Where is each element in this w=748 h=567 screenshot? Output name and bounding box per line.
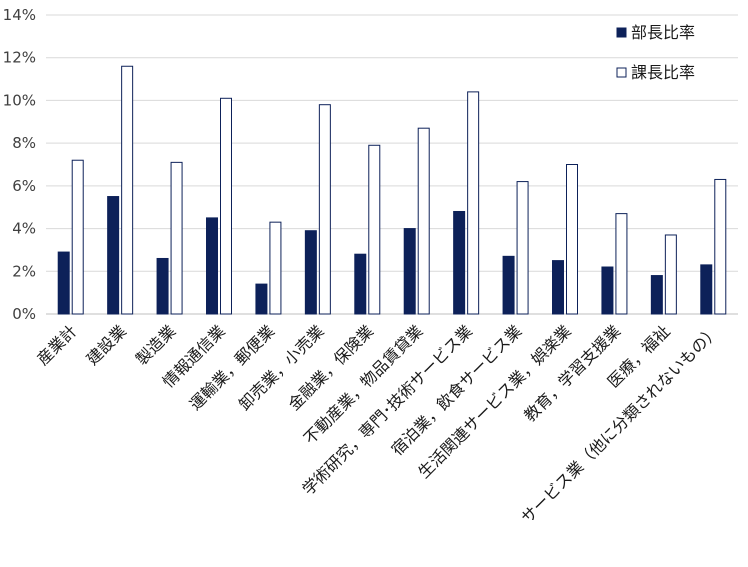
- legend-label: 部長比率: [631, 23, 695, 42]
- bar-bucho: [354, 253, 367, 315]
- y-tick-label: 14%: [3, 6, 36, 24]
- bar-kacho: [664, 234, 677, 315]
- bar-kacho: [714, 178, 727, 315]
- bar-kacho: [121, 65, 134, 315]
- x-axis-category-labels: 産業計 建設業 製造業情報通信業運輸業，郵便業卸売業，小売業金融業，保険業不動産業，…: [33, 321, 723, 527]
- bar-kacho: [368, 144, 381, 315]
- bar-bucho: [107, 196, 120, 315]
- bar-bucho: [502, 255, 515, 315]
- x-category-label: 産業計: [33, 321, 80, 368]
- bar-bucho: [304, 230, 317, 315]
- x-category-label: 運輸業，郵便業: [186, 321, 279, 414]
- bar-bucho: [255, 283, 268, 315]
- bars: [57, 65, 727, 315]
- bar-kacho: [220, 97, 232, 315]
- bar-kacho: [417, 127, 430, 315]
- x-category-label: 金融業，保険業: [284, 321, 377, 414]
- bar-kacho: [615, 213, 628, 315]
- bar-kacho: [566, 164, 578, 315]
- x-category-label: 卸売業，小売業: [235, 321, 328, 414]
- bar-kacho: [170, 161, 183, 315]
- y-tick-label: 6%: [12, 177, 36, 195]
- bar-bucho: [601, 266, 614, 315]
- y-tick-label: 2%: [12, 262, 36, 280]
- y-tick-label: 4%: [12, 220, 36, 238]
- bar-bucho: [552, 260, 564, 315]
- bar-kacho: [269, 221, 282, 315]
- bar-kacho: [318, 104, 331, 315]
- legend-swatch: [616, 67, 627, 78]
- bar-kacho: [516, 181, 529, 315]
- legend-label: 課長比率: [631, 63, 695, 82]
- bar-bucho: [650, 275, 663, 315]
- legend-swatch: [616, 27, 627, 38]
- bar-kacho: [467, 91, 480, 315]
- bar-bucho: [453, 210, 466, 315]
- bar-bucho: [403, 228, 416, 315]
- bar-bucho: [156, 257, 169, 315]
- x-category-label: 製造業: [132, 321, 179, 368]
- bar-kacho: [71, 159, 84, 315]
- y-tick-label: 0%: [12, 305, 36, 323]
- bar-bucho: [57, 251, 70, 315]
- bar-bucho: [206, 217, 218, 315]
- x-category-label: 建設業: [83, 321, 130, 368]
- y-tick-label: 8%: [12, 134, 36, 152]
- bar-bucho: [700, 264, 713, 315]
- y-axis-tick-labels: 0% 2% 4% 6% 8% 10% 12% 14%: [3, 6, 36, 323]
- gridlines: [46, 14, 738, 315]
- y-tick-label: 12%: [3, 49, 36, 67]
- y-tick-label: 10%: [3, 91, 36, 109]
